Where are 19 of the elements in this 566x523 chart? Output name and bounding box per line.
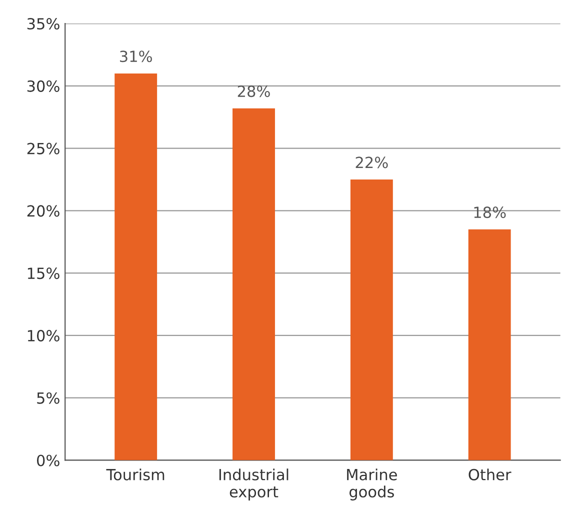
data-label: 28% — [238, 86, 270, 98]
y-tick-label: 25% — [27, 142, 60, 154]
y-tick-label: 30% — [27, 80, 60, 92]
y-tick-label: 5% — [37, 392, 60, 404]
x-tick-label: Industrial export — [219, 468, 288, 500]
data-label: 31% — [120, 50, 152, 62]
data-label: 22% — [356, 156, 388, 168]
x-tick-label: Tourism — [106, 468, 164, 480]
y-tick-label: 0% — [37, 454, 60, 466]
x-tick-label: Marine goods — [347, 468, 397, 500]
bar — [232, 108, 275, 460]
y-tick-label: 20% — [27, 205, 60, 217]
y-tick-label: 10% — [28, 330, 60, 342]
bar — [350, 180, 393, 460]
y-tick-label: 35% — [27, 18, 60, 30]
bar — [114, 73, 158, 460]
bar — [468, 229, 511, 460]
y-tick-label: 15% — [28, 268, 60, 280]
x-tick-label: Other — [468, 468, 512, 480]
